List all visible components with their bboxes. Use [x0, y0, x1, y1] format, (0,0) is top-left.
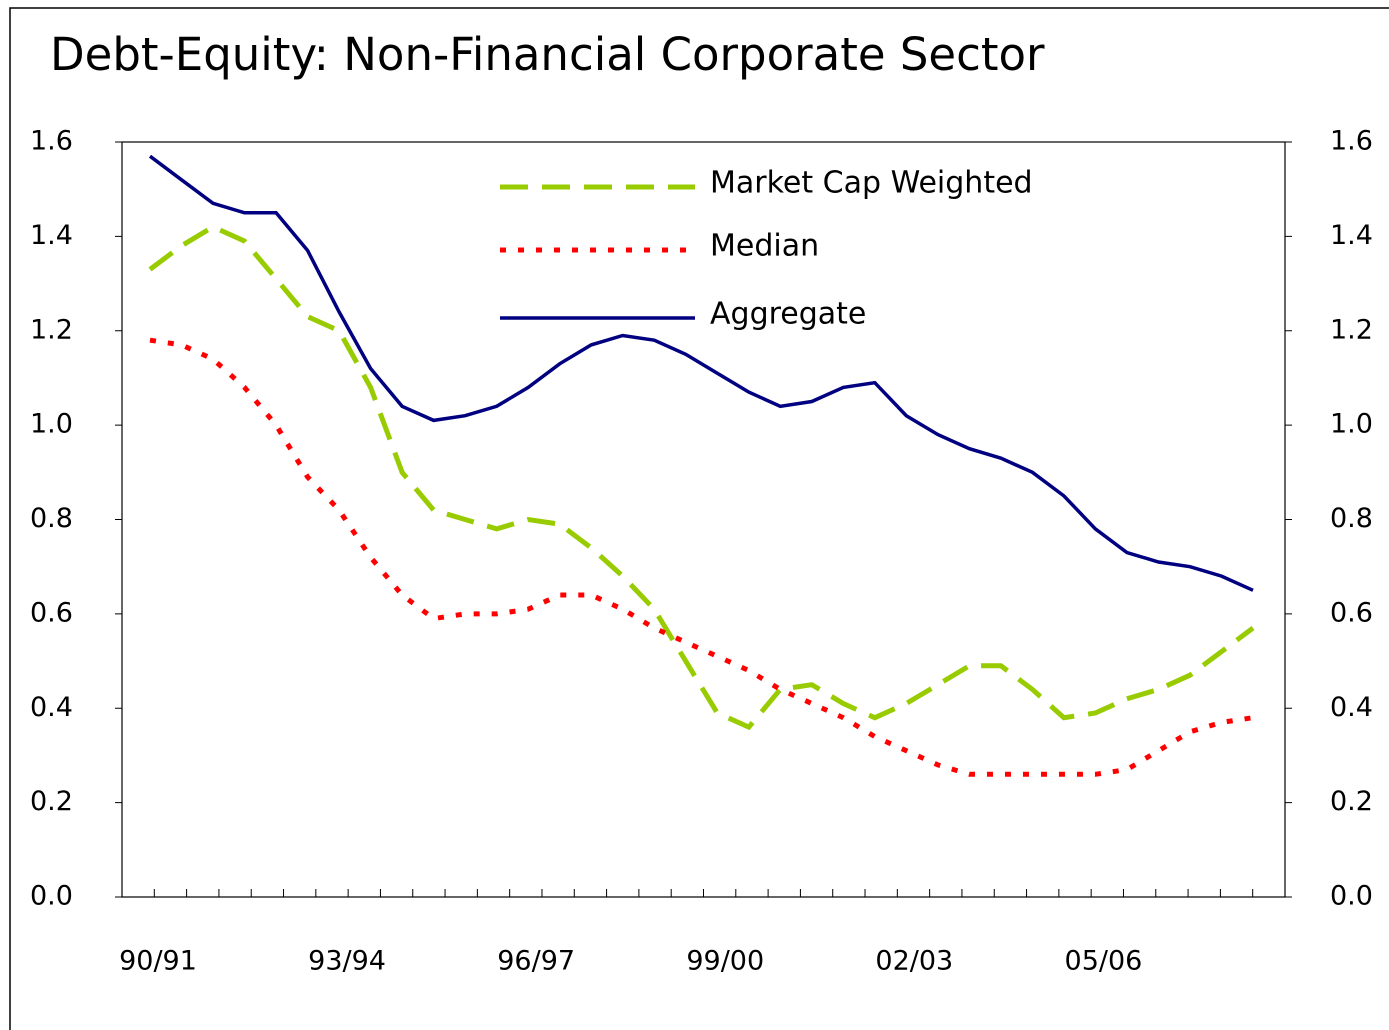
y-tick-label: 1.4: [30, 220, 73, 251]
legend-label: Market Cap Weighted: [710, 166, 1033, 201]
y-tick-label: 0.4: [30, 692, 73, 723]
plot-frame: [121, 141, 1286, 898]
x-tick-label: 05/06: [1065, 946, 1143, 977]
x-tick-label: 96/97: [497, 946, 575, 977]
series-line: [148, 154, 1254, 592]
y-tick-label: 1.0: [30, 409, 73, 440]
x-tick-label: 02/03: [875, 946, 953, 977]
y2-tick-label: 0.0: [1330, 881, 1373, 912]
y-tick-label: 1.2: [30, 314, 73, 345]
y-tick-label: 0.0: [30, 881, 73, 912]
series-line: [149, 337, 1254, 777]
y2-tick-label: 0.6: [1330, 597, 1373, 628]
y2-tick-label: 0.8: [1330, 503, 1373, 534]
y2-tick-label: 1.6: [1330, 126, 1373, 157]
legend-label: Aggregate: [710, 297, 866, 332]
x-tick-label: 93/94: [308, 946, 386, 977]
series-line: [148, 224, 1255, 731]
chart-title: Debt-Equity: Non-Financial Corporate Sec…: [50, 28, 1045, 81]
y2-tick-label: 1.0: [1330, 409, 1373, 440]
y-tick-label: 1.6: [30, 126, 73, 157]
y2-tick-label: 1.4: [1330, 220, 1373, 251]
y2-tick-label: 1.2: [1330, 314, 1373, 345]
y2-tick-label: 0.4: [1330, 692, 1373, 723]
y2-tick-label: 0.2: [1330, 786, 1373, 817]
y-tick-label: 0.2: [30, 786, 73, 817]
y-tick-label: 0.8: [30, 503, 73, 534]
frame: [9, 7, 1389, 1030]
x-tick-label: 99/00: [686, 946, 764, 977]
x-tick-label: 90/91: [119, 946, 197, 977]
y-tick-label: 0.6: [30, 597, 73, 628]
legend-label: Median: [710, 229, 819, 264]
